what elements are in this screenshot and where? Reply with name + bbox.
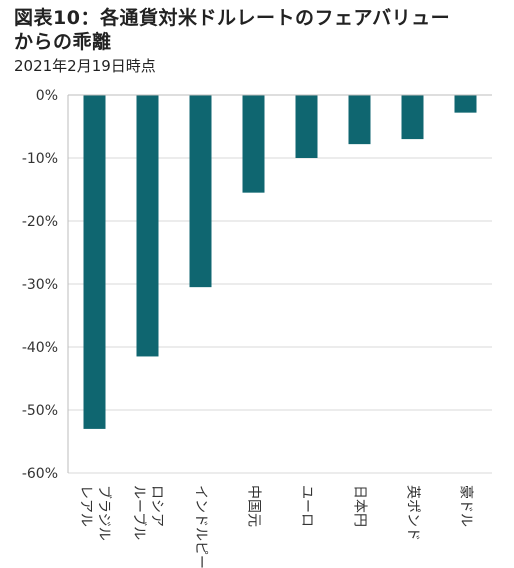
bar bbox=[295, 95, 318, 158]
y-tick-label: -60% bbox=[22, 466, 58, 482]
bar bbox=[242, 95, 265, 193]
x-tick-label: 中国元 bbox=[246, 485, 262, 527]
y-tick-label: -20% bbox=[22, 214, 58, 230]
x-tick-label: 英ポンド bbox=[405, 485, 422, 541]
y-tick-label: -40% bbox=[22, 340, 58, 356]
x-tick-label: ロシア bbox=[149, 485, 165, 527]
x-tick-label: インドルピー bbox=[193, 485, 209, 568]
chart-title-line-1: 図表10：各通貨対米ドルレートのフェアバリュー bbox=[14, 7, 451, 29]
chart-subtitle: 2021年2月19日時点 bbox=[14, 57, 156, 75]
x-tick-label: レアル bbox=[78, 485, 94, 527]
y-tick-labels: 0% -10% -20% -30% -40% -50% -60% bbox=[22, 88, 58, 482]
y-tick-label: -10% bbox=[22, 151, 58, 167]
y-tick-label: 0% bbox=[36, 88, 58, 104]
bar bbox=[454, 95, 477, 113]
x-tick-label: 日本円 bbox=[352, 485, 368, 527]
x-tick-label: ルーブル bbox=[131, 485, 148, 540]
bar bbox=[189, 95, 212, 288]
chart-title-line-2: からの乖離 bbox=[14, 31, 112, 53]
y-tick-label: -30% bbox=[22, 277, 58, 293]
x-tick-label: 豪ドル bbox=[458, 485, 474, 527]
bar bbox=[136, 95, 159, 357]
y-tick-label: -50% bbox=[22, 403, 58, 419]
bars bbox=[83, 95, 477, 429]
axes bbox=[67, 94, 492, 473]
bar bbox=[348, 95, 371, 145]
x-tick-label: ブラジル bbox=[96, 485, 113, 541]
x-tick-label: ユーロ bbox=[299, 485, 315, 527]
gridlines bbox=[68, 157, 492, 474]
chart-title: 図表10：各通貨対米ドルレートのフェアバリュー からの乖離 bbox=[14, 6, 450, 54]
bar bbox=[83, 95, 106, 429]
bar bbox=[401, 95, 424, 140]
